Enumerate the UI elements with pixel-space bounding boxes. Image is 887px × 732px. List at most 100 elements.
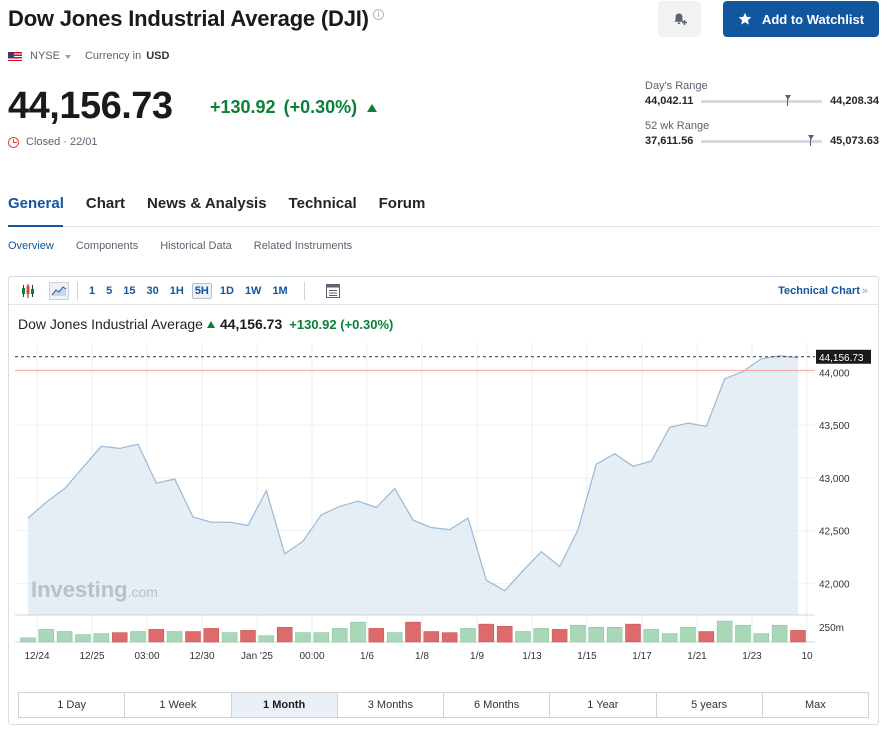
toolbar-separator — [303, 281, 305, 300]
subtab-components[interactable]: Components — [75, 240, 139, 252]
period-5-years[interactable]: 5 years — [657, 693, 763, 717]
x-tick-label: 1/15 — [577, 651, 597, 662]
toolbar-separator — [77, 281, 78, 300]
instrument-meta: NYSE Currency in USD — [8, 50, 169, 62]
period-max[interactable]: Max — [804, 699, 826, 711]
x-tick-label: 12/24 — [24, 651, 49, 662]
volume-bar — [661, 633, 678, 643]
last-price-tag — [816, 349, 871, 364]
info-icon[interactable]: i — [372, 9, 384, 20]
y-tick-label: 43,000 — [819, 474, 850, 485]
volume-bar — [753, 633, 770, 643]
page-title: Dow Jones Industrial Average (DJI) i — [8, 6, 384, 32]
timeframe-1d[interactable]: 1D — [219, 284, 234, 297]
chart-toolbar: 1 5 15 30 1H 5H 1D 1W 1M Technical Chart… — [9, 277, 878, 305]
volume-bar — [386, 632, 403, 643]
y-tick-label: 42,500 — [819, 527, 850, 538]
period-selector: 1 Day 1 Week 1 Month 3 Months 6 Months 1… — [18, 692, 869, 718]
volume-bar — [276, 627, 293, 643]
tab-forum[interactable]: Forum — [378, 195, 426, 212]
period-6-months[interactable]: 6 Months — [444, 693, 551, 717]
timeframe-15[interactable]: 15 — [123, 284, 136, 297]
tab-technical[interactable]: Technical — [288, 195, 357, 212]
volume-bar — [606, 627, 623, 643]
x-tick-label: 00:00 — [299, 651, 324, 662]
period-1-day[interactable]: 1 Day — [19, 693, 126, 717]
chart-change-percent: (+0.30%) — [340, 316, 394, 332]
period-1-week[interactable]: 1 Week — [125, 693, 232, 717]
bell-plus-icon — [673, 13, 687, 25]
days-range-marker — [784, 94, 791, 106]
add-to-watchlist-button[interactable]: Add to Watchlist — [723, 1, 879, 37]
52wk-range-bar — [701, 134, 823, 146]
days-range-low: 44,042.11 — [645, 95, 694, 107]
period-1-month[interactable]: 1 Month — [231, 693, 338, 717]
timeframe-1[interactable]: 1 — [89, 284, 96, 297]
price-line — [27, 355, 799, 592]
last-price: 44,156.73 — [8, 85, 173, 127]
timeframe-30[interactable]: 30 — [146, 284, 159, 297]
volume-bar — [185, 631, 201, 643]
x-tick-label: 1/13 — [522, 651, 542, 662]
price-chart[interactable]: 44,000 43,500 43,000 42,500 42,000 44,156.73 2… — [9, 277, 878, 687]
period-1-year[interactable]: 1 Year — [550, 693, 657, 717]
tabs-divider — [8, 225, 879, 227]
area-chart-button[interactable] — [49, 281, 69, 300]
52wk-range-low: 37,611.56 — [645, 135, 694, 147]
add-to-watchlist-label: Add to Watchlist — [761, 11, 865, 27]
timeframe-5h[interactable]: 5H — [191, 282, 212, 299]
timeframe-5[interactable]: 5 — [106, 284, 113, 297]
main-tabs: General Chart News & Analysis Technical … — [8, 195, 425, 212]
tab-news-analysis[interactable]: News & Analysis — [147, 195, 267, 212]
technical-chart-link[interactable]: Technical Chart» — [778, 285, 868, 297]
x-tick-label: 1/6 — [360, 651, 374, 662]
volume-bar — [56, 631, 73, 643]
timeframe-1m[interactable]: 1M — [272, 284, 288, 297]
candlestick-icon — [22, 283, 34, 298]
candlestick-chart-button[interactable] — [19, 282, 39, 300]
tab-chart[interactable]: Chart — [85, 195, 126, 212]
change-value: +130.92 — [210, 97, 276, 117]
volume-bar — [735, 624, 751, 643]
volume-bar — [680, 627, 696, 643]
us-flag-icon — [8, 51, 22, 61]
price-change: +130.92 (+0.30%) — [210, 97, 378, 118]
area-chart-icon — [51, 285, 67, 296]
volume-bar — [423, 631, 440, 643]
watermark-suffix: .com — [127, 584, 158, 600]
create-alert-button[interactable] — [658, 1, 701, 37]
y-tick-label: 43,500 — [819, 421, 850, 432]
volume-bar — [478, 623, 495, 643]
52wk-range-label: 52 wk Range — [645, 120, 710, 132]
timeframe-1h[interactable]: 1H — [169, 284, 184, 297]
volume-bar — [405, 621, 421, 643]
volume-bar — [166, 631, 183, 643]
volume-bar — [496, 626, 513, 643]
volume-bar — [258, 635, 275, 643]
y-tick-label: 42,000 — [819, 579, 850, 590]
volume-bar — [93, 633, 110, 643]
subtab-related-instruments[interactable]: Related Instruments — [253, 240, 353, 252]
technical-chart-label: Technical Chart — [778, 284, 860, 297]
table-icon — [325, 283, 340, 298]
chart-price: 44,156.73 — [219, 316, 283, 332]
star-icon — [738, 12, 752, 25]
active-tab-indicator — [8, 225, 63, 227]
volume-bar — [460, 628, 476, 643]
volume-bar — [441, 632, 458, 643]
watermark-brand: Investing — [31, 577, 128, 602]
days-range: Day's Range 44,042.11 44,208.34 — [645, 80, 879, 107]
volume-bar — [771, 624, 788, 643]
timeframe-1w[interactable]: 1W — [244, 284, 262, 297]
period-3-months[interactable]: 3 Months — [338, 693, 444, 717]
subtab-historical-data[interactable]: Historical Data — [160, 240, 232, 252]
sub-tabs: Overview Components Historical Data Rela… — [8, 240, 352, 252]
exchange-selector[interactable]: NYSE — [30, 50, 85, 62]
clock-icon — [8, 136, 19, 148]
subtab-overview[interactable]: Overview — [8, 240, 54, 252]
currency-value: USD — [146, 50, 170, 62]
chart-settings-button[interactable] — [323, 282, 343, 300]
volume-bar — [240, 630, 256, 643]
tab-general[interactable]: General — [8, 195, 64, 212]
volume-bar — [368, 628, 385, 643]
